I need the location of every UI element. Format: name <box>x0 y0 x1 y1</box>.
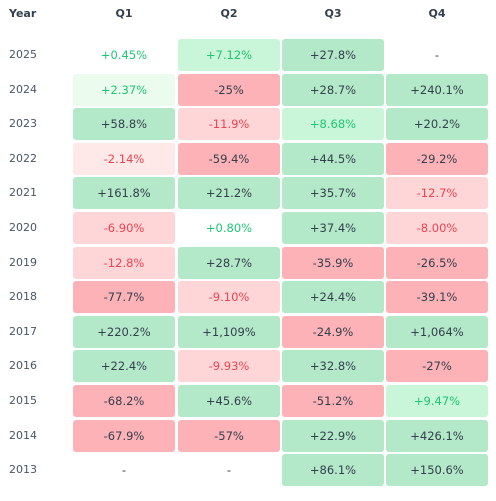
header-q3: Q3 <box>324 7 342 20</box>
cell-2013-q3: +86.1% <box>282 454 384 487</box>
year-label-2014: 2014 <box>9 428 37 442</box>
cell-2018-q2: -9.10% <box>178 281 280 314</box>
cell-2016-q1: +22.4% <box>73 350 175 383</box>
cell-2021-q2: +21.2% <box>178 177 280 210</box>
year-label-2025: 2025 <box>9 48 37 61</box>
cell-2023-q2: -11.9% <box>178 108 280 141</box>
year-label-2024: 2024 <box>9 82 37 96</box>
year-label-2017: 2017 <box>9 324 37 338</box>
year-label-2021: 2021 <box>9 186 37 200</box>
cell-2025-q2: +7.12% <box>178 39 280 71</box>
year-label-2023: 2023 <box>9 117 37 131</box>
cell-2019-q2: +28.7% <box>178 246 280 279</box>
year-label-2013: 2013 <box>9 463 37 477</box>
cell-2014-q3: +22.9% <box>282 419 384 452</box>
cell-2020-q1: -6.90% <box>73 212 175 244</box>
cell-2016-q2: -9.93% <box>178 350 280 383</box>
cell-2018-q1: -77.7% <box>73 281 175 314</box>
cell-2024-q2: -25% <box>178 73 280 106</box>
cell-2013-q2: - <box>226 463 232 478</box>
cell-2015-q1: -68.2% <box>73 385 175 417</box>
cell-2025-q4: - <box>434 48 440 62</box>
cell-2022-q4: -29.2% <box>386 142 488 175</box>
cell-2021-q4: -12.7% <box>386 177 488 210</box>
cell-2017-q3: -24.9% <box>282 315 384 348</box>
cell-2017-q4: +1,064% <box>386 315 488 348</box>
year-label-2018: 2018 <box>9 290 37 304</box>
cell-2014-q2: -57% <box>178 419 280 452</box>
cell-2024-q4: +240.1% <box>386 73 488 106</box>
cell-2022-q3: +44.5% <box>282 142 384 175</box>
cell-2020-q2: +0.80% <box>205 221 253 235</box>
cell-2017-q2: +1,109% <box>178 315 280 348</box>
cell-2021-q1: +161.8% <box>73 177 175 210</box>
cell-2016-q3: +32.8% <box>282 350 384 383</box>
header-q1: Q1 <box>115 7 133 20</box>
year-label-2020: 2020 <box>9 221 37 234</box>
cell-2018-q3: +24.4% <box>282 281 384 314</box>
cell-2021-q3: +35.7% <box>282 177 384 210</box>
cell-2015-q3: -51.2% <box>282 385 384 417</box>
header-year: Year <box>9 7 37 20</box>
cell-2019-q4: -26.5% <box>386 246 488 279</box>
cell-2013-q4: +150.6% <box>386 454 488 487</box>
cell-2020-q3: +37.4% <box>282 212 384 244</box>
cell-2023-q4: +20.2% <box>386 108 488 141</box>
year-label-2015: 2015 <box>9 394 37 407</box>
cell-2024-q1: +2.37% <box>73 73 175 106</box>
year-label-2022: 2022 <box>9 151 37 165</box>
cell-2019-q3: -35.9% <box>282 246 384 279</box>
year-label-2016: 2016 <box>9 359 37 373</box>
cell-2017-q1: +220.2% <box>73 315 175 348</box>
cell-2022-q2: -59.4% <box>178 142 280 175</box>
cell-2014-q1: -67.9% <box>73 419 175 452</box>
cell-2016-q4: -27% <box>386 350 488 383</box>
cell-2015-q2: +45.6% <box>178 385 280 417</box>
header-q4: Q4 <box>428 7 446 20</box>
cell-2022-q1: -2.14% <box>73 142 175 175</box>
cell-2023-q1: +58.8% <box>73 108 175 141</box>
cell-2025-q3: +27.8% <box>282 39 384 71</box>
header-q2: Q2 <box>220 7 238 20</box>
cell-2019-q1: -12.8% <box>73 246 175 279</box>
cell-2024-q3: +28.7% <box>282 73 384 106</box>
cell-2013-q1: - <box>121 463 127 478</box>
cell-2018-q4: -39.1% <box>386 281 488 314</box>
cell-2025-q1: +0.45% <box>100 48 148 62</box>
cell-2020-q4: -8.00% <box>386 212 488 244</box>
cell-2014-q4: +426.1% <box>386 419 488 452</box>
cell-2023-q3: +8.68% <box>282 108 384 141</box>
cell-2015-q4: +9.47% <box>386 385 488 417</box>
year-label-2019: 2019 <box>9 255 37 269</box>
